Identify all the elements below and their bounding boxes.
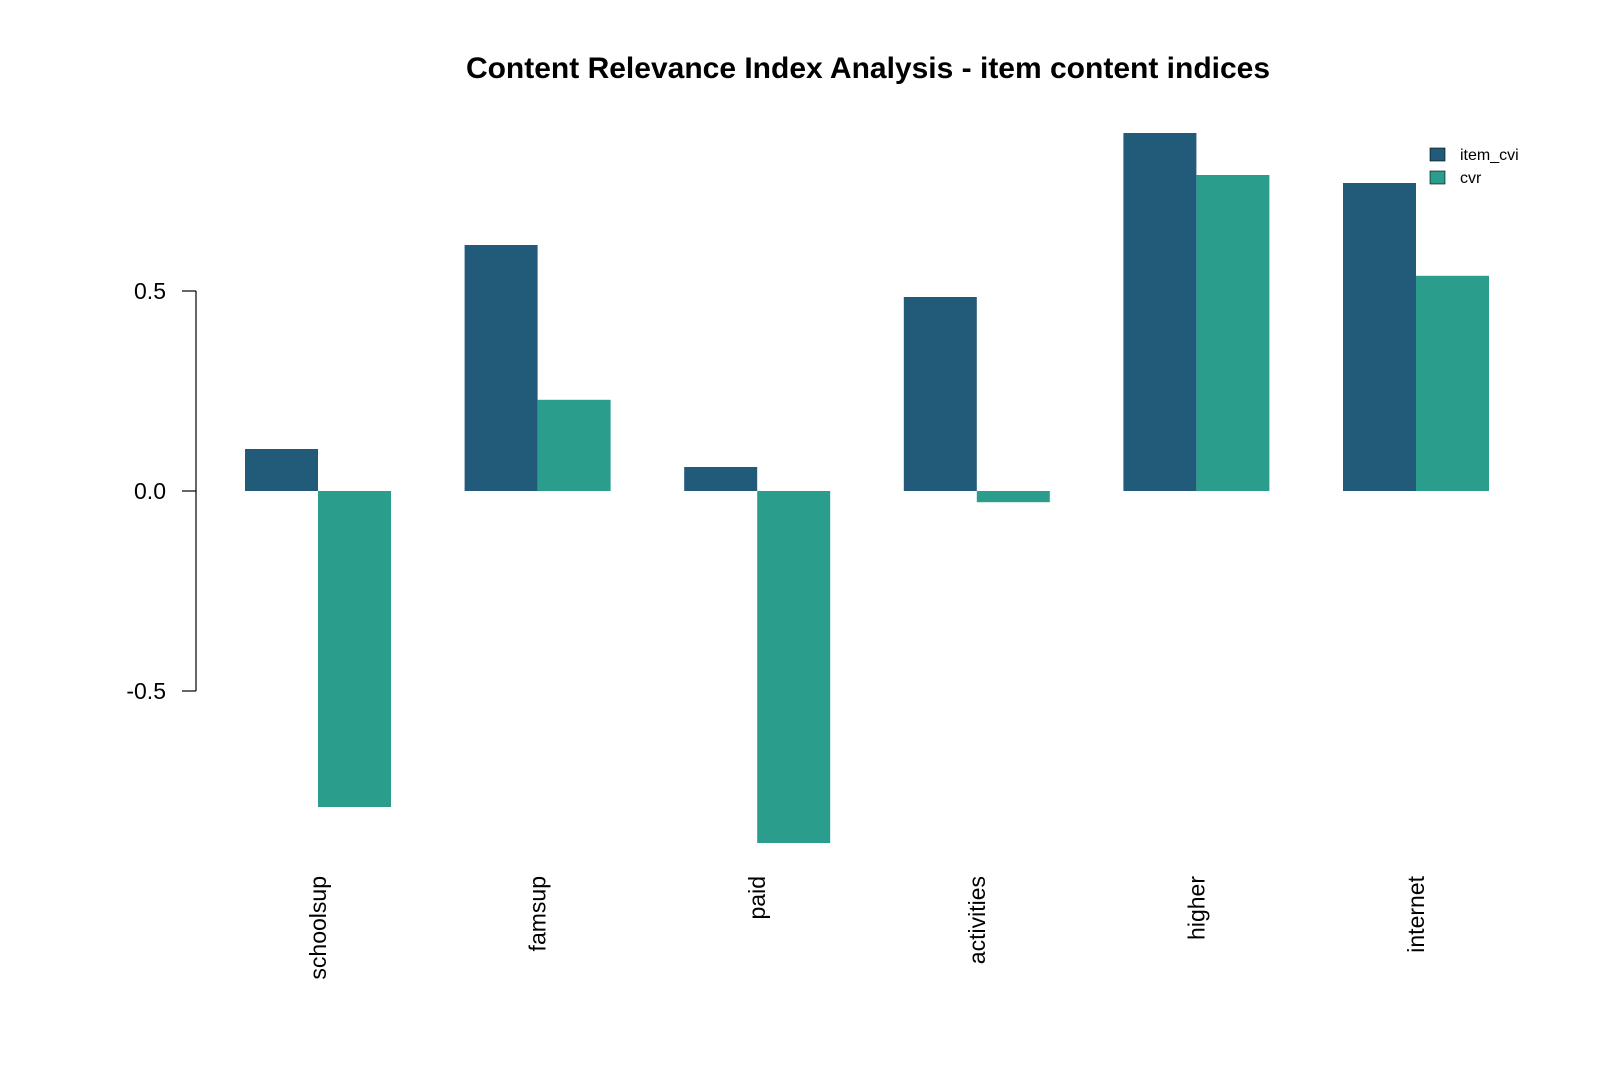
bar-cvr-activities — [976, 491, 1050, 503]
y-axis: -0.5 0.0 0.5 — [126, 278, 197, 704]
y-tick-label: 0.0 — [134, 478, 166, 504]
y-tick-label: 0.5 — [134, 278, 166, 304]
bar-cvr-higher — [1196, 175, 1270, 491]
bar-item-cvi-schoolsup — [245, 449, 318, 491]
x-category-label: internet — [1403, 875, 1429, 952]
x-category-label: famsup — [525, 876, 551, 951]
bars-group — [245, 133, 1489, 843]
bar-item-cvi-paid — [684, 467, 758, 491]
bar-item-cvi-higher — [1123, 133, 1197, 491]
legend-label-cvr: cvr — [1460, 170, 1482, 187]
x-category-label: schoolsup — [305, 876, 331, 980]
legend-swatch-item-cvi — [1429, 147, 1446, 162]
bar-cvr-schoolsup — [318, 491, 391, 807]
bar-item-cvi-internet — [1343, 183, 1416, 491]
bar-cvr-famsup — [537, 399, 611, 491]
bar-cvr-internet — [1416, 275, 1489, 491]
x-axis-labels: schoolsup famsup paid activities higher inter… — [305, 875, 1429, 979]
legend-label-item-cvi: item_cvi — [1460, 147, 1519, 164]
x-category-label: higher — [1183, 876, 1209, 940]
x-category-label: paid — [744, 876, 770, 919]
legend-swatch-cvr — [1429, 170, 1446, 185]
bar-item-cvi-activities — [903, 297, 977, 491]
y-tick-label: -0.5 — [126, 678, 166, 704]
chart-title: Content Relevance Index Analysis - item … — [466, 52, 1270, 85]
bar-item-cvi-famsup — [464, 245, 538, 491]
x-category-label: activities — [964, 876, 990, 964]
bar-cvr-paid — [757, 491, 831, 843]
